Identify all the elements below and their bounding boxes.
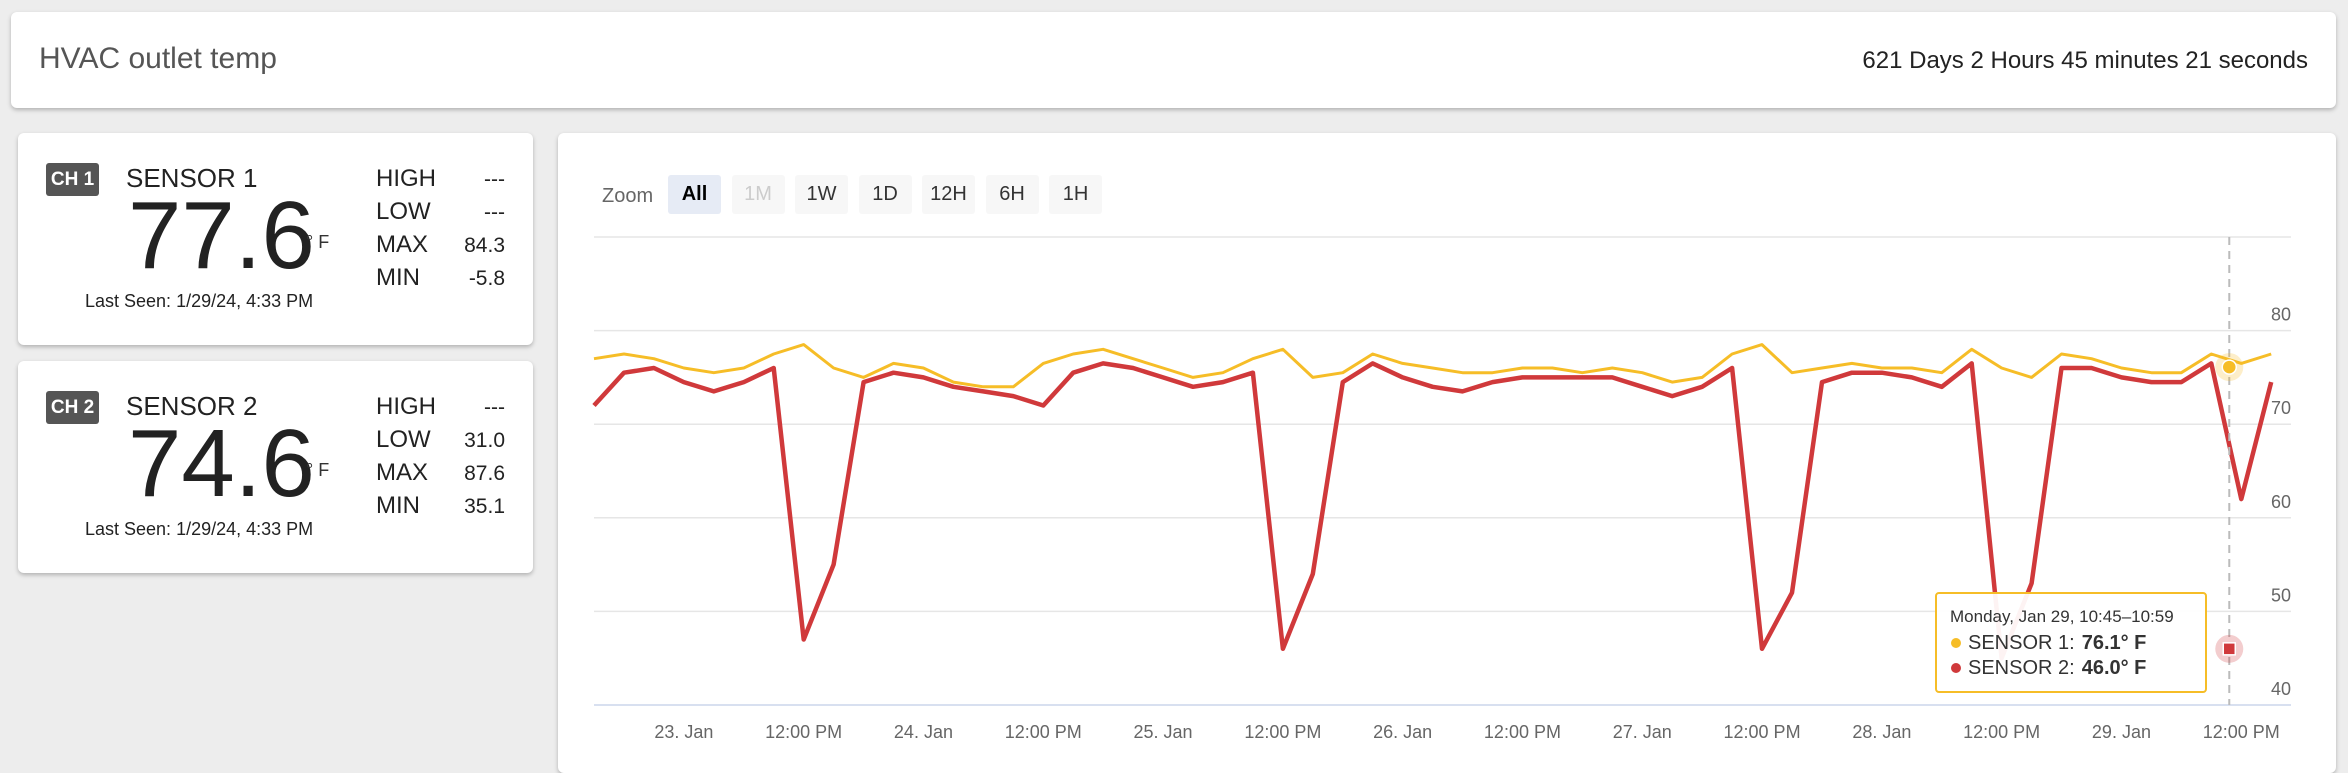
uptime: 621 Days 2 Hours 45 minutes 21 seconds <box>1862 47 2308 74</box>
zoom-button[interactable]: 1H <box>1049 175 1102 214</box>
stat-value: 84.3 <box>464 234 505 257</box>
stat-value: --- <box>484 201 505 224</box>
zoom-button[interactable]: 1D <box>858 175 912 214</box>
x-tick-label: 12:00 PM <box>1244 722 1321 742</box>
header-card: HVAC outlet temp 621 Days 2 Hours 45 min… <box>11 12 2336 108</box>
x-tick-label: 28. Jan <box>1852 722 1911 742</box>
sensor-card: CH 2 SENSOR 2 74.6 ° F Last Seen: 1/29/24, 4… <box>18 361 533 573</box>
zoom-button[interactable]: 6H <box>985 175 1039 214</box>
x-tick-label: 26. Jan <box>1373 722 1432 742</box>
stat-value: --- <box>484 396 505 419</box>
tooltip-row: SENSOR 1: 76.1° F <box>1968 632 2146 654</box>
zoom-button[interactable]: All <box>668 175 721 214</box>
stat-value: 87.6 <box>464 462 505 485</box>
sensor-name: SENSOR 1 <box>126 163 258 193</box>
stat-label: LOW <box>376 426 431 453</box>
tooltip-row: SENSOR 2: 46.0° F <box>1968 657 2146 679</box>
channel-badge: CH 1 <box>46 163 99 196</box>
tooltip-value: 76.1° F <box>2082 632 2147 654</box>
y-tick-label: 70 <box>2271 398 2291 418</box>
chart: 40 50 60 70 80 23. Jan 12:00 PM 24. Jan 12:00 PM… <box>592 236 2291 742</box>
y-tick-label: 80 <box>2271 305 2291 325</box>
last-seen: Last Seen: 1/29/24, 4:33 PM <box>85 291 314 311</box>
hover-point <box>2221 359 2238 375</box>
zoom-button[interactable]: 12H <box>922 175 975 214</box>
tooltip-name: SENSOR 1: <box>1968 632 2075 654</box>
sensor-reading: 74.6 <box>128 410 315 517</box>
channel-badge: CH 2 <box>46 391 99 424</box>
x-tick-label: 12:00 PM <box>765 722 842 742</box>
stat-label: HIGH <box>376 165 436 192</box>
x-tick-label: 12:00 PM <box>1005 722 1082 742</box>
x-tick-label: 12:00 PM <box>1963 722 2040 742</box>
page-title: HVAC outlet temp <box>39 42 277 75</box>
x-tick-label: 12:00 PM <box>2203 722 2280 742</box>
tooltip-box <box>1935 592 2207 693</box>
stat-value: --- <box>484 168 505 191</box>
tooltip: Monday, Jan 29, 10:45–10:59 SENSOR 1: 76.1… <box>1935 592 2207 693</box>
tooltip-bullet <box>1951 638 1961 648</box>
stat-label: HIGH <box>376 393 436 420</box>
tooltip-value: 46.0° F <box>2082 657 2147 679</box>
series-line <box>592 361 2274 661</box>
x-tick-label: 24. Jan <box>894 722 953 742</box>
stat-value: 35.1 <box>464 495 505 518</box>
zoom-button[interactable]: 1W <box>795 175 848 214</box>
hover-point <box>2222 642 2237 656</box>
sensor-reading: 77.6 <box>128 182 315 289</box>
last-seen: Last Seen: 1/29/24, 4:33 PM <box>85 519 314 539</box>
x-tick-label: 12:00 PM <box>1724 722 1801 742</box>
tooltip-bullet <box>1951 663 1961 673</box>
x-tick-label: 23. Jan <box>654 722 713 742</box>
stat-label: LOW <box>376 198 431 225</box>
reading-unit: ° F <box>306 460 330 480</box>
reading-unit: ° F <box>306 232 330 252</box>
zoom-button: 1M <box>731 175 785 214</box>
stat-label: MAX <box>376 459 429 486</box>
stat-label: MIN <box>376 264 420 291</box>
stat-value: 31.0 <box>464 429 505 452</box>
x-tick-label: 27. Jan <box>1613 722 1672 742</box>
stat-label: MAX <box>376 231 429 258</box>
stat-label: MIN <box>376 492 420 519</box>
zoom-label: Zoom <box>602 185 654 207</box>
sensor-card: CH 1 SENSOR 1 77.6 ° F Last Seen: 1/29/24, 4… <box>18 133 533 345</box>
y-tick-label: 40 <box>2271 679 2291 699</box>
series-line <box>593 343 2272 389</box>
sensor-name: SENSOR 2 <box>126 391 258 421</box>
tooltip-title: Monday, Jan 29, 10:45–10:59 <box>1950 607 2174 626</box>
y-tick-label: 50 <box>2271 585 2291 605</box>
stat-value: -5.8 <box>468 267 505 290</box>
chart-card: Zoom 40 50 60 70 80 23. Jan 12:00 PM 24. Jan 12:… <box>558 133 2336 773</box>
tooltip-name: SENSOR 2: <box>1968 657 2075 679</box>
y-tick-label: 60 <box>2271 492 2291 512</box>
x-tick-label: 29. Jan <box>2092 722 2151 742</box>
x-tick-label: 12:00 PM <box>1484 722 1561 742</box>
x-tick-label: 25. Jan <box>1134 722 1193 742</box>
